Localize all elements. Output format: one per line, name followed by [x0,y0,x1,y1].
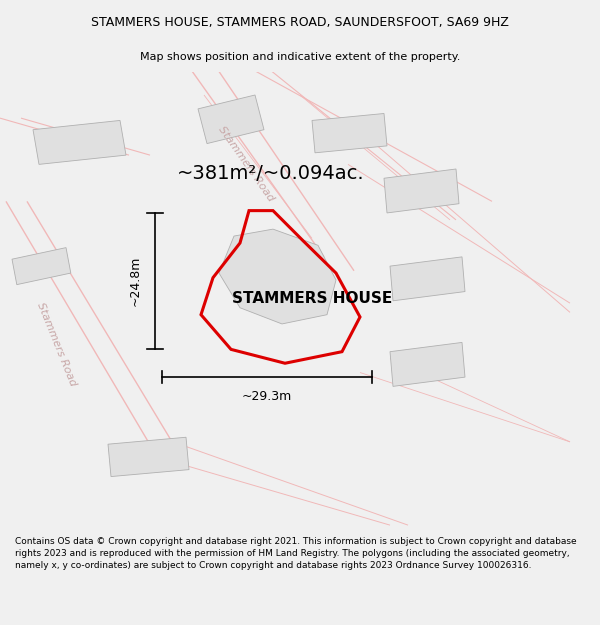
Polygon shape [390,342,465,386]
Polygon shape [12,248,71,284]
Text: Stammers Road: Stammers Road [35,301,79,388]
Text: ~381m²/~0.094ac.: ~381m²/~0.094ac. [177,164,365,183]
Polygon shape [108,438,189,476]
Polygon shape [312,114,387,152]
Text: STAMMERS HOUSE, STAMMERS ROAD, SAUNDERSFOOT, SA69 9HZ: STAMMERS HOUSE, STAMMERS ROAD, SAUNDERSF… [91,16,509,29]
Polygon shape [384,169,459,213]
Polygon shape [198,95,264,144]
Text: Map shows position and indicative extent of the property.: Map shows position and indicative extent… [140,52,460,62]
Polygon shape [390,257,465,301]
Text: STAMMERS HOUSE: STAMMERS HOUSE [232,291,392,306]
Polygon shape [219,229,336,324]
Text: ~29.3m: ~29.3m [242,390,292,403]
Text: Contains OS data © Crown copyright and database right 2021. This information is : Contains OS data © Crown copyright and d… [15,537,577,570]
Text: ~24.8m: ~24.8m [128,256,142,306]
Text: Stammers Road: Stammers Road [216,125,276,204]
Polygon shape [33,121,126,164]
